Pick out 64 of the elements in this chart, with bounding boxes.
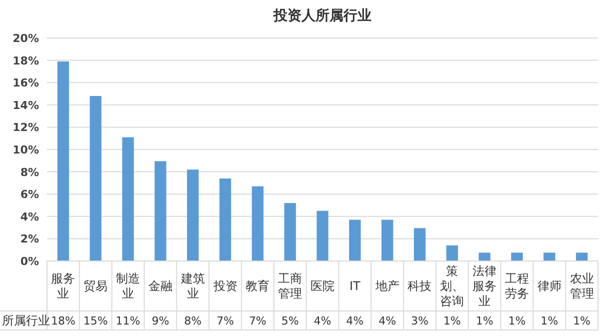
x-tick-label: 金融 xyxy=(148,279,172,293)
data-label: 5% xyxy=(281,314,299,328)
data-label: 4% xyxy=(378,314,396,328)
bar xyxy=(219,178,232,261)
x-tick-label: 工商管理 xyxy=(278,272,302,300)
bar xyxy=(446,245,458,261)
x-tick-label: 服务业 xyxy=(51,272,76,300)
bar xyxy=(316,210,328,261)
y-tick-label: 6% xyxy=(20,188,39,202)
x-tick-label: 律师 xyxy=(537,279,562,293)
bar xyxy=(414,228,426,261)
chart-title: 投资人所属行业 xyxy=(272,8,372,24)
data-label: 1% xyxy=(540,314,558,328)
x-tick-label: 投资 xyxy=(212,279,238,293)
x-tick-label: IT xyxy=(349,279,362,293)
y-tick-label: 16% xyxy=(12,76,39,90)
bar xyxy=(349,220,361,261)
bar xyxy=(252,186,264,261)
y-tick-label: 2% xyxy=(20,232,39,246)
x-tick-label: 地产 xyxy=(374,279,400,293)
bar xyxy=(544,252,556,261)
bar xyxy=(284,203,296,261)
bar xyxy=(187,170,199,261)
x-tick-label: 农业管理 xyxy=(570,272,594,300)
bar xyxy=(57,61,70,261)
data-label: 3% xyxy=(411,314,428,328)
bar xyxy=(511,252,523,261)
data-label: 1% xyxy=(508,314,526,328)
y-tick-label: 8% xyxy=(20,166,39,179)
x-tick-label: 工程劳务 xyxy=(504,272,529,300)
x-tick-label: 建筑业 xyxy=(180,272,205,300)
bar xyxy=(478,252,490,261)
data-label: 11% xyxy=(116,314,140,328)
bar xyxy=(576,252,588,261)
y-tick-label: 10% xyxy=(12,144,39,156)
x-tick-label: 贸易 xyxy=(84,279,108,293)
data-label: 4% xyxy=(314,314,332,328)
text: 所属行业 xyxy=(2,314,50,328)
y-tick-label: 20% xyxy=(12,32,39,45)
data-label: 8% xyxy=(184,314,202,328)
data-label: 7% xyxy=(216,314,234,328)
y-tick-label: 0% xyxy=(20,255,39,268)
x-tick-label: 法律服务业 xyxy=(472,264,497,308)
x-tick-label: 科技 xyxy=(408,279,432,293)
y-tick-label: 18% xyxy=(12,54,39,68)
y-tick-label: 14% xyxy=(12,98,39,112)
bar xyxy=(154,161,166,261)
data-label: 18% xyxy=(50,314,76,328)
y-tick-label: 12% xyxy=(12,121,39,134)
x-tick-label: 教育 xyxy=(246,279,270,293)
bar xyxy=(90,96,102,261)
data-label: 1% xyxy=(443,314,461,328)
x-tick-label: 策划、咨询 xyxy=(440,264,464,308)
data-label: 1% xyxy=(573,314,591,328)
data-label: 1% xyxy=(476,314,494,328)
x-tick-label: 医院 xyxy=(310,279,334,293)
data-label: 15% xyxy=(83,314,108,328)
data-label: 9% xyxy=(152,314,170,328)
bar xyxy=(381,220,394,261)
bar xyxy=(122,137,134,261)
y-tick-label: 4% xyxy=(20,210,39,224)
data-label: 7% xyxy=(248,314,266,328)
data-label: 4% xyxy=(346,314,364,328)
x-tick-label: 制造业 xyxy=(116,272,140,300)
